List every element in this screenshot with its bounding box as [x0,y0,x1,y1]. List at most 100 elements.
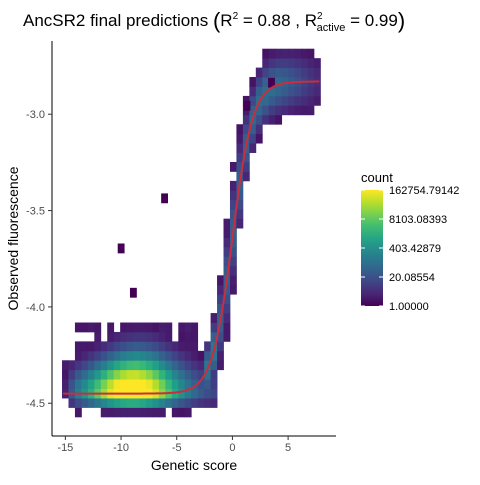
heatmap-cell [158,407,166,418]
heatmap-cell [191,360,199,371]
heatmap-cell [152,379,160,389]
heatmap-cell [133,398,140,408]
heatmap-cell [178,407,186,418]
heatmap-cell [171,369,179,380]
heatmap-cell [81,341,89,352]
heatmap-cell [275,77,283,87]
heatmap-cell [294,48,302,59]
heatmap-cell [223,218,231,229]
heatmap-cell [74,369,82,380]
heatmap-cell [301,86,308,97]
heatmap-cell [223,284,231,295]
heatmap-cell [255,133,263,144]
heatmap-cell [210,369,218,380]
heatmap-cell [204,388,211,399]
heatmap-cell [210,360,218,371]
heatmap-cell [184,407,192,418]
heatmap-cells [62,48,321,418]
heatmap-cell [152,407,160,418]
heatmap-cell [223,303,231,314]
heatmap-cell [68,360,76,371]
heatmap-cell [120,369,128,380]
heatmap-cell [146,350,153,361]
heatmap-cell [184,360,192,371]
heatmap-cell [126,369,134,380]
axes: -15 -10 -5 0 5 -3.0 -3.5 -4.0 -4.5 [26,41,336,454]
heatmap-cell [313,86,321,97]
heatmap-cell [281,77,289,87]
heatmap-cell [152,360,160,371]
heatmap-cell [133,369,140,380]
heatmap-cell [139,331,147,342]
heatmap-cell [197,360,205,371]
heatmap-cell [268,77,275,88]
heatmap-cell [107,350,115,361]
heatmap-cell [165,350,173,361]
heatmap-cell [113,369,121,380]
heatmap-cell [184,398,192,408]
heatmap-cell [191,388,199,399]
heatmap-cell [242,133,250,144]
heatmap-cell [262,58,270,68]
heatmap-cell [268,95,276,106]
y-tick-label: -4.0 [26,302,45,314]
heatmap-cell [171,388,179,399]
heatmap-cell [268,48,276,59]
heatmap-cell [171,341,179,352]
legend-tick-label: 20.08554 [389,272,435,284]
legend: count 162754.79142 8103.08393 403.42879 20.… [361,170,459,313]
heatmap-cell [146,360,153,371]
heatmap-cell [313,95,321,106]
heatmap-cell [107,322,115,333]
heatmap-cell [288,48,295,59]
heatmap-cell [223,265,231,276]
heatmap-cell [158,360,166,371]
heatmap-cell [268,86,276,97]
heatmap-cell [242,114,250,125]
heatmap-cell [236,218,244,229]
heatmap-cell [178,398,186,408]
heatmap-cell [158,379,166,389]
heatmap-cell [197,388,205,399]
heatmap-cell [204,379,211,389]
heatmap-cell [223,322,231,333]
heatmap-cell [87,360,95,371]
heatmap-cell [217,294,224,305]
heatmap-cell [165,379,173,389]
heatmap-cell [178,331,186,342]
heatmap-cell [275,86,283,97]
heatmap-cell [236,190,244,201]
heatmap-cell [229,256,237,267]
heatmap-cell [262,77,270,87]
heatmap-cell [262,48,270,59]
heatmap-cell [120,407,128,418]
heatmap-cell [307,86,315,97]
heatmap-cell [139,350,147,361]
heatmap-cell [81,350,89,361]
heatmap-cell [268,67,276,78]
heatmap-cell [249,124,257,135]
heatmap-cell [178,360,186,371]
y-tick-label: -3.5 [26,206,45,218]
heatmap-cell [165,331,173,342]
heatmap-cell [204,360,211,371]
heatmap-cell [275,48,283,59]
heatmap-cell [281,58,289,68]
heatmap-cell [94,350,102,361]
heatmap-cell [126,407,134,418]
heatmap-cell [126,350,134,361]
x-tick-label: -5 [172,442,182,454]
heatmap-cell [139,360,147,371]
heatmap-cell [152,369,160,380]
heatmap-cell [146,331,153,342]
heatmap-cell [152,350,160,361]
heatmap-cell [81,360,89,371]
heatmap-cell [262,95,270,106]
heatmap-cell [288,95,295,106]
heatmap-cell [152,322,160,333]
heatmap-cell [113,379,121,389]
heatmap-cell [242,171,250,182]
heatmap-cell [249,133,257,144]
heatmap-cell [191,350,199,361]
heatmap-cell [288,105,295,116]
